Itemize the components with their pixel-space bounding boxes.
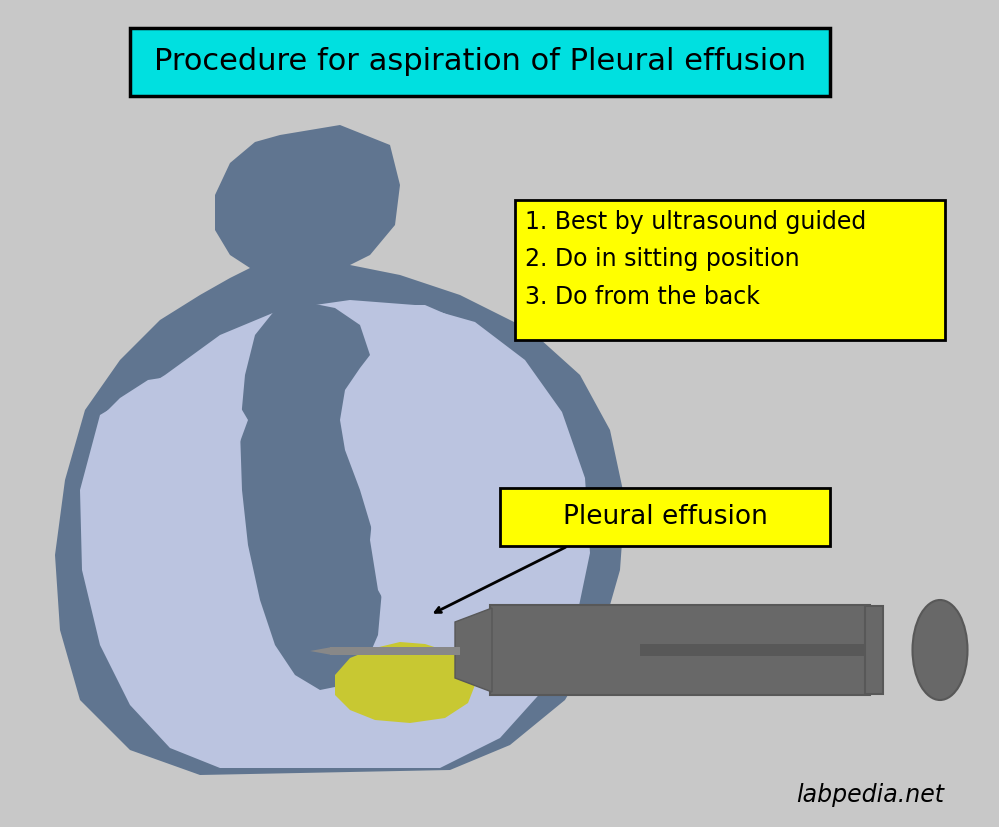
Text: labpedia.net: labpedia.net: [796, 783, 944, 807]
Polygon shape: [455, 608, 492, 692]
Polygon shape: [310, 647, 332, 655]
Polygon shape: [365, 305, 555, 648]
Bar: [330, 647, 460, 655]
Bar: [640, 644, 870, 656]
Polygon shape: [490, 605, 870, 695]
FancyBboxPatch shape: [500, 488, 830, 546]
Polygon shape: [55, 125, 625, 775]
Polygon shape: [240, 303, 382, 690]
Polygon shape: [335, 642, 475, 723]
Bar: [865, 606, 883, 694]
Ellipse shape: [912, 600, 967, 700]
Text: 1. Best by ultrasound guided
2. Do in sitting position
3. Do from the back: 1. Best by ultrasound guided 2. Do in si…: [525, 210, 866, 308]
FancyBboxPatch shape: [130, 28, 830, 96]
Text: Procedure for aspiration of Pleural effusion: Procedure for aspiration of Pleural effu…: [154, 47, 806, 77]
FancyBboxPatch shape: [515, 200, 945, 340]
Polygon shape: [87, 375, 262, 705]
Polygon shape: [80, 300, 590, 768]
Text: Pleural effusion: Pleural effusion: [562, 504, 767, 530]
